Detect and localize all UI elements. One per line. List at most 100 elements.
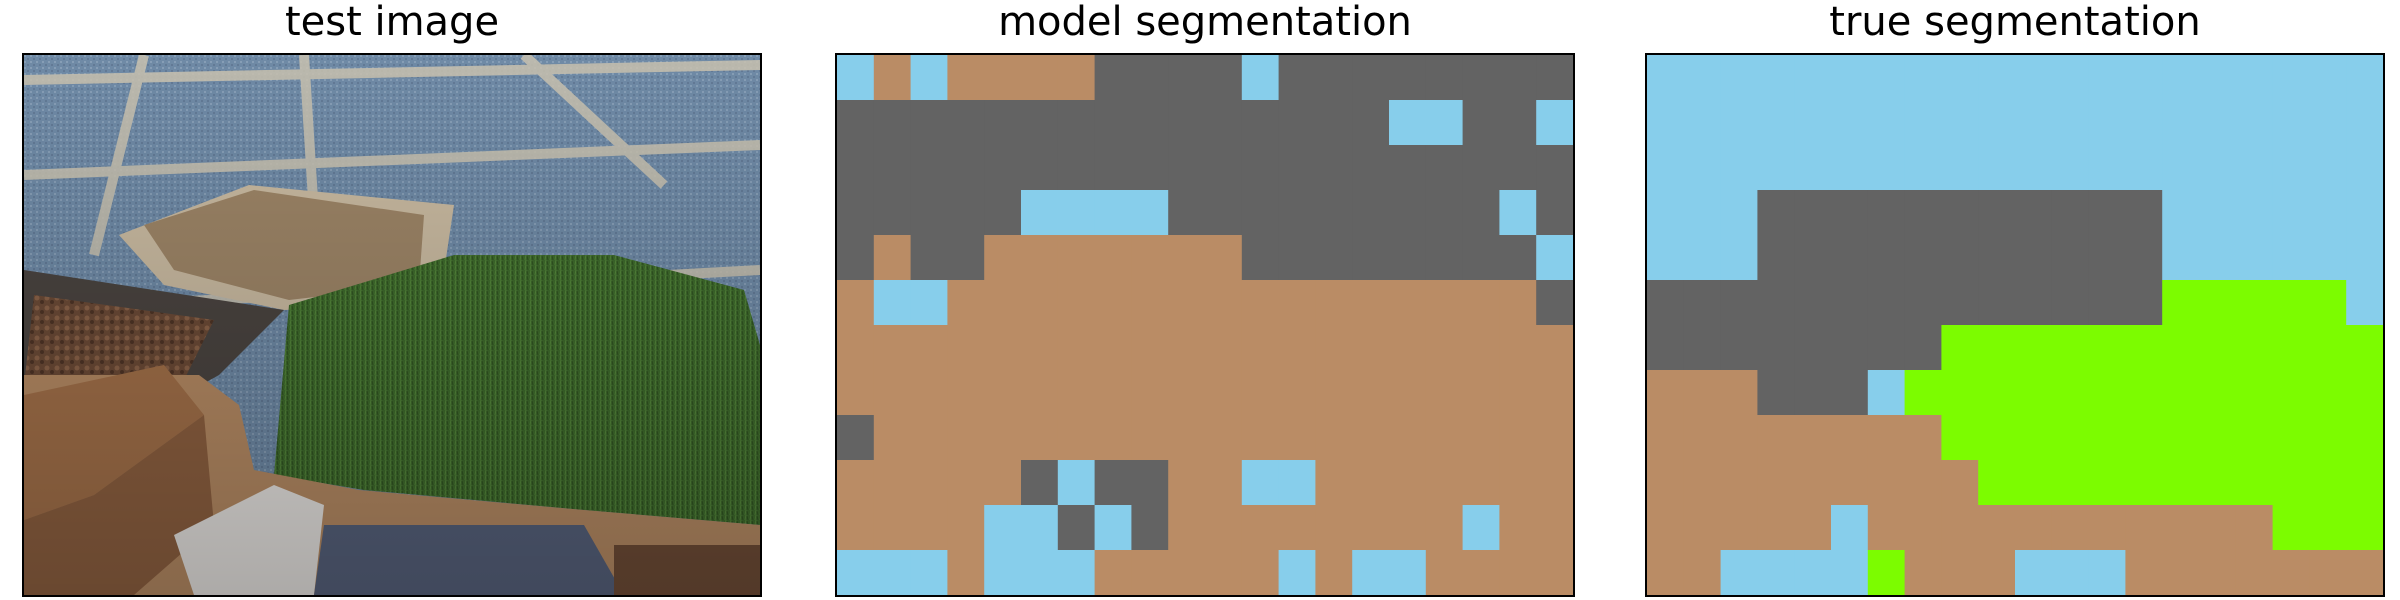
seg-cell-sky-blue [1794,550,1832,595]
seg-cell-tan [910,370,948,416]
seg-cell-sky-blue [910,550,948,595]
seg-cell-tan [1057,280,1096,326]
seg-cell-sky-blue [1941,55,1979,101]
seg-cell-tan [1057,415,1096,461]
seg-cell-tan [1021,325,1059,371]
seg-cell-gray [1131,100,1169,146]
seg-cell-tan [1794,460,1832,506]
model-segmentation-frame [835,53,1575,597]
seg-cell-tan [1131,415,1169,461]
seg-cell-green [2015,325,2053,371]
seg-cell-tan [1978,505,2016,551]
seg-cell-tan [947,460,985,506]
seg-cell-sky-blue [2346,235,2383,281]
seg-cell-tan [1757,415,1795,461]
seg-cell-tan [1315,415,1353,461]
seg-cell-tan [984,55,1022,101]
seg-cell-gray [1352,100,1390,146]
seg-cell-sky-blue [2125,55,2163,101]
seg-cell-gray [1205,190,1243,236]
seg-cell-tan [947,55,985,101]
seg-cell-gray [873,145,912,191]
seg-cell-gray [1057,505,1096,551]
seg-cell-sky-blue [1278,550,1316,595]
seg-cell-sky-blue [2162,55,2200,101]
seg-cell-gray [1389,55,1427,101]
seg-cell-tan [1094,325,1132,371]
seg-cell-green [2309,505,2347,551]
seg-cell-gray [1683,280,1722,326]
seg-cell-tan [2309,550,2347,595]
seg-cell-tan [1057,325,1096,371]
seg-cell-sky-blue [2162,190,2200,236]
seg-cell-gray [1131,55,1169,101]
seg-cell-gray [1241,190,1280,236]
seg-cell-tan [1352,460,1390,506]
seg-cell-green [2015,460,2053,506]
seg-cell-sky-blue [1831,505,1869,551]
seg-cell-tan [1904,550,1942,595]
seg-cell-tan [1168,235,1206,281]
seg-cell-tan [873,415,912,461]
seg-cell-sky-blue [2015,550,2053,595]
seg-cell-sky-blue [1757,145,1795,191]
seg-cell-tan [2051,505,2090,551]
seg-cell-tan [1389,370,1427,416]
seg-cell-tan [1425,325,1464,371]
seg-cell-tan [1462,460,1500,506]
seg-cell-sky-blue [1647,190,1685,236]
seg-cell-tan [1425,370,1464,416]
seg-cell-gray [837,415,875,461]
seg-cell-sky-blue [984,505,1022,551]
seg-cell-tan [947,280,985,326]
seg-cell-green [2162,370,2200,416]
seg-cell-sky-blue [1867,100,1906,146]
seg-cell-tan [1168,370,1206,416]
seg-cell-gray [1425,190,1464,236]
seg-cell-gray [1057,100,1096,146]
seg-cell-tan [1499,550,1537,595]
seg-cell-tan [1205,505,1243,551]
seg-cell-gray [1757,190,1795,236]
seg-cell-gray [1536,280,1573,326]
seg-cell-sky-blue [2051,145,2090,191]
seg-cell-sky-blue [1720,145,1758,191]
seg-cell-gray [1241,235,1280,281]
seg-cell-gray [1168,145,1206,191]
seg-cell-sky-blue [2199,190,2237,236]
seg-cell-sky-blue [984,550,1022,595]
panel-title: model segmentation [998,0,1412,45]
seg-cell-gray [1094,100,1132,146]
seg-cell-sky-blue [1794,55,1832,101]
seg-cell-tan [947,415,985,461]
seg-cell-sky-blue [1352,550,1390,595]
seg-cell-tan [984,280,1022,326]
seg-cell-gray [1278,145,1316,191]
seg-cell-tan [1683,415,1722,461]
seg-cell-green [1941,325,1979,371]
seg-cell-sky-blue [1683,145,1722,191]
seg-cell-sky-blue [2199,235,2237,281]
seg-cell-green [2235,415,2274,461]
seg-cell-gray [1794,370,1832,416]
seg-cell-tan [1647,460,1685,506]
seg-cell-tan [1315,460,1353,506]
seg-cell-gray [947,190,985,236]
seg-cell-green [2051,370,2090,416]
seg-cell-green [2015,415,2053,461]
seg-cell-sky-blue [1057,190,1096,236]
seg-cell-sky-blue [2309,235,2347,281]
seg-cell-gray [1904,280,1942,326]
seg-cell-sky-blue [2272,55,2310,101]
seg-cell-gray [1278,235,1316,281]
seg-cell-sky-blue [2309,55,2347,101]
seg-cell-tan [2235,505,2274,551]
seg-cell-sky-blue [2272,190,2310,236]
seg-cell-tan [1425,460,1464,506]
seg-cell-gray [1205,100,1243,146]
seg-cell-gray [1389,235,1427,281]
seg-cell-sky-blue [1389,100,1427,146]
seg-cell-tan [910,415,948,461]
seg-cell-green [2309,280,2347,326]
seg-cell-sky-blue [1683,100,1722,146]
